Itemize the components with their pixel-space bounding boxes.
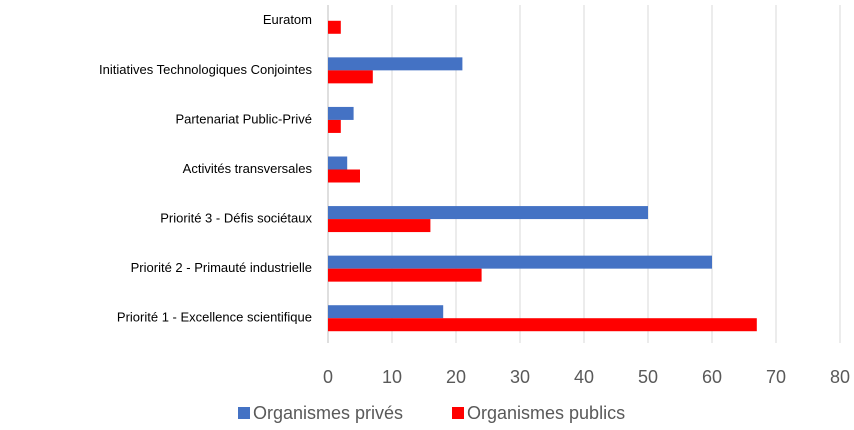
legend-swatch <box>452 407 464 419</box>
bar <box>328 57 463 71</box>
category-label: Euratom <box>263 12 312 27</box>
bar <box>328 106 354 120</box>
x-tick-label: 80 <box>830 367 850 387</box>
x-tick-label: 20 <box>446 367 466 387</box>
bar <box>328 268 482 282</box>
bar <box>328 255 712 269</box>
bar <box>328 119 341 133</box>
bar <box>328 20 341 34</box>
legend-label: Organismes publics <box>467 403 625 423</box>
x-tick-label: 50 <box>638 367 658 387</box>
category-label: Priorité 1 - Excellence scientifique <box>117 310 312 325</box>
category-label: Priorité 3 - Défis sociétaux <box>160 211 312 226</box>
legend-swatch <box>238 407 250 419</box>
bar <box>328 318 757 332</box>
x-tick-label: 30 <box>510 367 530 387</box>
x-tick-label: 70 <box>766 367 786 387</box>
category-label: Partenariat Public-Privé <box>175 111 312 126</box>
bar <box>328 305 444 319</box>
category-label: Activités transversales <box>183 161 313 176</box>
bar <box>328 206 648 220</box>
category-label: Initiatives Technologiques Conjointes <box>99 62 312 77</box>
x-tick-label: 0 <box>323 367 333 387</box>
bar <box>328 219 431 233</box>
x-tick-label: 10 <box>382 367 402 387</box>
x-tick-label: 60 <box>702 367 722 387</box>
x-tick-label: 40 <box>574 367 594 387</box>
bar <box>328 156 348 170</box>
legend-label: Organismes privés <box>253 403 403 423</box>
bar <box>328 169 360 183</box>
bar <box>328 70 373 84</box>
category-label: Priorité 2 - Primauté industrielle <box>131 260 312 275</box>
